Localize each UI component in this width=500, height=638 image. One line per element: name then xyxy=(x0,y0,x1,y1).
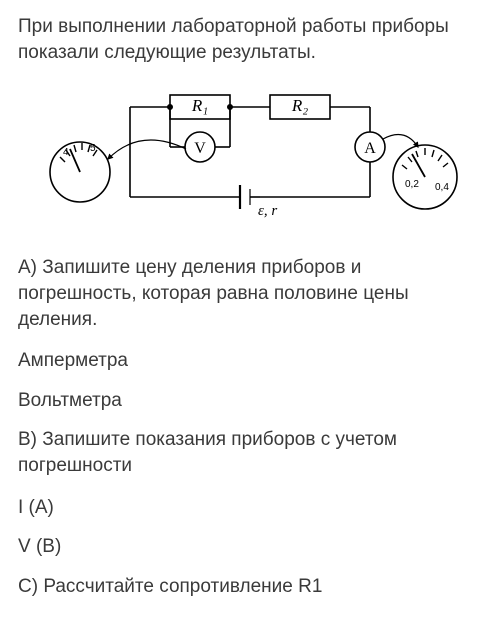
svg-text:0,2: 0,2 xyxy=(405,179,419,190)
voltmeter-label: V xyxy=(194,140,206,157)
voltmeter-line: Вольтметра xyxy=(18,388,482,414)
svg-text:4: 4 xyxy=(63,147,69,158)
ammeter-line: Амперметра xyxy=(18,348,482,374)
r1-label: R₁ xyxy=(191,96,208,115)
ammeter-label: A xyxy=(364,140,376,157)
svg-text:0,4: 0,4 xyxy=(435,182,449,193)
current-line: I (A) xyxy=(18,495,482,521)
question-c: С) Рассчитайте сопротивление R1 xyxy=(18,574,482,600)
circuit-svg: R₁ R₂ V A ε, r 4 5 xyxy=(40,77,460,237)
voltage-line: V (B) xyxy=(18,534,482,560)
svg-text:5: 5 xyxy=(90,143,96,154)
intro-text: При выполнении лабораторной работы прибо… xyxy=(18,14,482,65)
voltmeter-dial: 4 5 xyxy=(50,140,186,202)
question-a: А) Запишите цену деления приборов и погр… xyxy=(18,255,482,332)
ammeter-dial: 0,2 0,4 xyxy=(383,135,457,210)
circuit-diagram: R₁ R₂ V A ε, r 4 5 xyxy=(18,77,482,237)
emf-label: ε, r xyxy=(258,203,277,219)
r2-label: R₂ xyxy=(291,96,308,115)
question-b: В) Запишите показания приборов с учетом … xyxy=(18,427,482,478)
